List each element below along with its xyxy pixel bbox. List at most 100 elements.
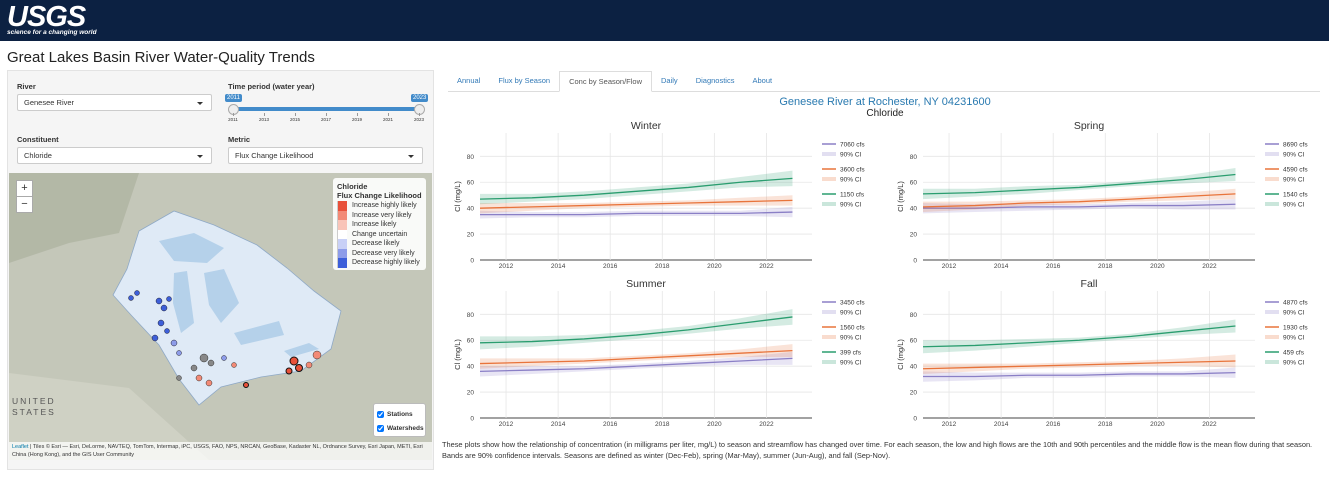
tab[interactable]: Flux by Season	[498, 76, 551, 85]
time-label: Time period (water year)	[228, 82, 315, 91]
y-tick-label: 20	[910, 390, 918, 397]
slider-tick	[388, 113, 389, 116]
x-tick-label: 2018	[1098, 263, 1113, 270]
legend-label: Decrease highly likely	[352, 259, 420, 267]
y-tick-label: 20	[467, 232, 475, 239]
series-line	[922, 325, 1236, 348]
constituent-label: Constituent	[17, 135, 59, 144]
map-label: STATES	[12, 407, 56, 417]
map-feature	[166, 296, 172, 302]
zoom-in[interactable]: +	[16, 180, 33, 197]
legend-swatch	[337, 239, 347, 249]
legend-label: 90% CI	[1283, 335, 1305, 342]
checkbox[interactable]	[377, 410, 384, 418]
plot-title: Summer	[626, 278, 666, 290]
map[interactable]: UNITED STATES + − Chloride Flux Change L…	[9, 173, 432, 460]
legend-swatch	[337, 210, 347, 220]
x-tick-label: 2016	[603, 421, 618, 428]
series-line	[479, 316, 793, 344]
ci-band	[480, 170, 793, 205]
legend-label: 4870 cfs	[1283, 300, 1308, 307]
ci-band	[923, 354, 1236, 374]
layer-toggle[interactable]: Stations	[377, 407, 422, 421]
y-tick-label: 0	[470, 416, 474, 423]
layer-toggle[interactable]: Watersheds	[377, 421, 424, 435]
river-select[interactable]: Genesee River	[17, 94, 212, 111]
ci-band	[480, 309, 793, 350]
tab[interactable]: About	[752, 76, 773, 85]
time-slider[interactable]: 2011 2023 2011 2013 2015 2017 2019 2021 2023	[225, 94, 429, 124]
tab[interactable]: Conc by Season/Flow	[559, 71, 653, 92]
y-axis-label: Cl (mg/L)	[896, 339, 905, 370]
legend-label: 90% CI	[840, 202, 862, 209]
constituent-select[interactable]: Chloride	[17, 147, 212, 164]
slider-value: 2011	[225, 94, 242, 102]
attribution-link[interactable]: Leaflet	[12, 444, 29, 450]
legend-subtitle: Flux Change Likelihood	[337, 191, 422, 200]
series-line	[480, 211, 793, 216]
map-feature	[199, 353, 209, 363]
series-line	[923, 203, 1236, 209]
x-tick-label: 2014	[994, 421, 1009, 428]
map-feature	[134, 290, 140, 296]
ci-band	[923, 367, 1236, 382]
legend-label: 90% CI	[1283, 152, 1305, 159]
slider-tick-label: 2013	[258, 117, 269, 122]
lake	[234, 321, 284, 345]
legend-swatch	[337, 229, 347, 239]
legend-swatch	[337, 220, 347, 230]
slider-tick	[233, 113, 234, 116]
map-feature	[195, 374, 203, 382]
tab[interactable]: Annual	[457, 76, 481, 85]
x-tick-label: 2018	[655, 421, 670, 428]
map-feature	[295, 364, 303, 372]
x-tick-label: 2020	[1150, 421, 1165, 428]
series-line	[922, 173, 1236, 195]
terrain	[9, 373, 209, 460]
tab[interactable]: Diagnostics	[695, 76, 735, 85]
page-title: Great Lakes Basin River Water-Quality Tr…	[7, 49, 315, 66]
zoom-out[interactable]: −	[16, 196, 33, 213]
y-tick-label: 0	[470, 258, 474, 265]
legend-label: 3600 cfs	[840, 167, 865, 174]
legend-label: 459 cfs	[1283, 350, 1305, 357]
stations-decrease-likely	[170, 339, 227, 361]
legend-label: Increase highly likely	[352, 202, 417, 210]
legend-item: Increase likely	[337, 220, 422, 230]
ci-band	[480, 195, 793, 214]
slider-tick	[295, 113, 296, 116]
legend-label: 90% CI	[840, 335, 862, 342]
y-tick-label: 40	[467, 364, 475, 371]
metric-select[interactable]: Flux Change Likelihood	[228, 147, 423, 164]
slider-tick	[326, 113, 327, 116]
map-feature	[207, 359, 215, 367]
slider-tick	[419, 113, 420, 116]
legend-label: 399 cfs	[840, 350, 862, 357]
lake	[284, 343, 319, 357]
legend-label: Decrease likely	[352, 240, 400, 248]
legend-label: Increase very likely	[352, 211, 412, 219]
map-feature	[164, 328, 170, 334]
stations-decrease	[128, 290, 172, 342]
x-tick-label: 2018	[1098, 421, 1113, 428]
plot-title: Genesee River at Rochester, NY 04231600	[779, 96, 990, 108]
y-tick-label: 20	[910, 232, 918, 239]
legend-label: 90% CI	[840, 177, 862, 184]
slider-range	[233, 107, 419, 111]
slider-tick-label: 2019	[351, 117, 362, 122]
legend-label: 1560 cfs	[840, 325, 865, 332]
x-tick-label: 2014	[551, 263, 566, 270]
x-tick-label: 2012	[499, 263, 514, 270]
ci-band	[923, 199, 1236, 214]
logo[interactable]: USGS	[7, 1, 86, 33]
legend-item: Decrease highly likely	[337, 258, 422, 268]
map-feature	[155, 297, 163, 305]
x-tick-label: 2012	[942, 421, 957, 428]
legend-label: Decrease very likely	[352, 249, 415, 257]
checkbox[interactable]	[377, 424, 384, 432]
plot-title: Spring	[1074, 120, 1105, 132]
tab[interactable]: Daily	[661, 76, 678, 85]
slider-tick	[264, 113, 265, 116]
series-line	[479, 349, 793, 365]
